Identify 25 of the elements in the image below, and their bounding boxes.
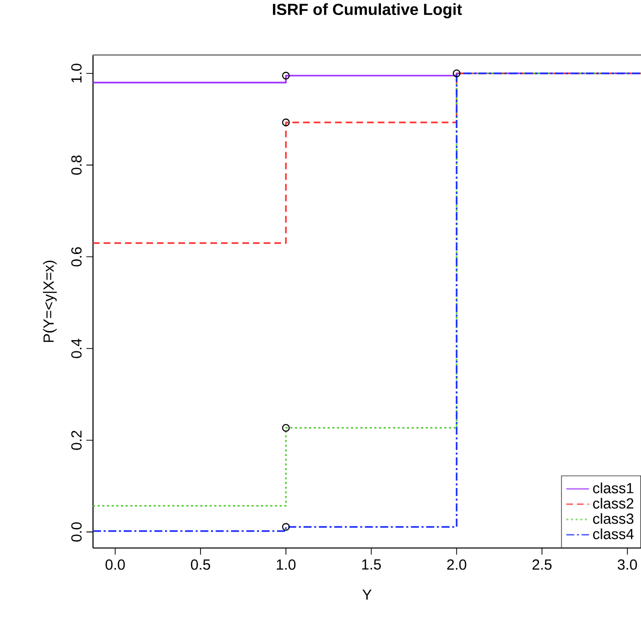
point <box>452 69 461 78</box>
y-tick-label: 1.0 <box>71 64 82 82</box>
x-tick-label: 2.0 <box>447 559 466 570</box>
point <box>282 424 290 432</box>
x-tick-label: 3.0 <box>618 559 637 570</box>
y-tick-label: 0.6 <box>71 247 82 266</box>
legend-label: class2 <box>593 498 634 509</box>
y-axis-title: P(Y=<y|X=x) <box>43 260 57 342</box>
x-axis-title: Y <box>362 590 372 600</box>
y-tick-label: 0.0 <box>71 522 82 542</box>
y-tick-label: 0.4 <box>71 338 82 358</box>
y-tick-label: 0.8 <box>71 156 82 175</box>
x-tick-label: 1.0 <box>276 559 296 570</box>
x-tick-label: 0.5 <box>190 559 210 570</box>
y-tick-label: 0.2 <box>71 430 82 450</box>
x-tick-label: 0.0 <box>106 559 125 570</box>
point <box>282 118 290 126</box>
point <box>282 523 290 531</box>
legend-label: class1 <box>593 482 634 494</box>
legend-label: class4 <box>593 528 634 540</box>
point <box>282 72 290 80</box>
chart-title: ISRF of Cumulative Logit <box>272 3 462 18</box>
legend-label: class3 <box>593 513 634 524</box>
x-tick-label: 1.5 <box>362 559 381 570</box>
x-tick-label: 2.5 <box>532 559 552 570</box>
